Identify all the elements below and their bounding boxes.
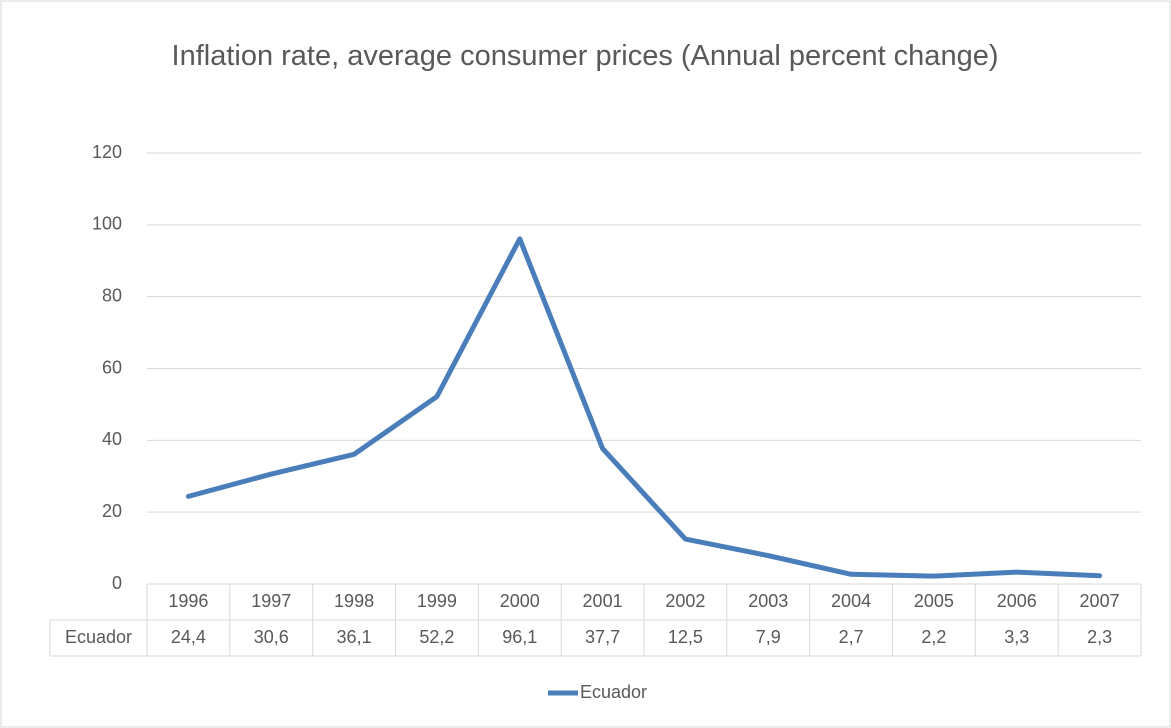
table-value: 37,7: [585, 627, 620, 647]
chart-title: Inflation rate, average consumer prices …: [171, 40, 999, 72]
y-tick-label: 80: [102, 285, 122, 305]
legend-label: Ecuador: [580, 682, 647, 702]
x-tick-label: 1999: [417, 591, 457, 611]
y-tick-label: 100: [92, 214, 122, 234]
x-tick-label: 2000: [500, 591, 540, 611]
x-tick-label: 2006: [997, 591, 1037, 611]
data-line: [185, 236, 1103, 579]
table-value: 36,1: [337, 627, 372, 647]
x-tick-label: 1996: [168, 591, 208, 611]
y-tick-label: 0: [112, 573, 122, 593]
table-value: 30,6: [254, 627, 289, 647]
table-value: 2,2: [921, 627, 946, 647]
y-tick-label: 40: [102, 429, 122, 449]
table-value: 7,9: [756, 627, 781, 647]
x-tick-label: 2002: [665, 591, 705, 611]
table-value: 2,7: [839, 627, 864, 647]
table-value: 3,3: [1004, 627, 1029, 647]
x-tick-label: 1998: [334, 591, 374, 611]
x-tick-label: 2003: [748, 591, 788, 611]
y-tick-label: 20: [102, 501, 122, 521]
table-value: 52,2: [419, 627, 454, 647]
x-tick-label: 2004: [831, 591, 871, 611]
table-value: 2,3: [1087, 627, 1112, 647]
table-row-label: Ecuador: [65, 627, 132, 647]
x-tick-label: 2007: [1080, 591, 1120, 611]
x-tick-label: 2001: [583, 591, 623, 611]
table-value: 96,1: [502, 627, 537, 647]
y-tick-label: 120: [92, 142, 122, 162]
x-tick-label: 1997: [251, 591, 291, 611]
x-tick-label: 2005: [914, 591, 954, 611]
table-value: 12,5: [668, 627, 703, 647]
y-tick-label: 60: [102, 357, 122, 377]
table-value: 24,4: [171, 627, 206, 647]
